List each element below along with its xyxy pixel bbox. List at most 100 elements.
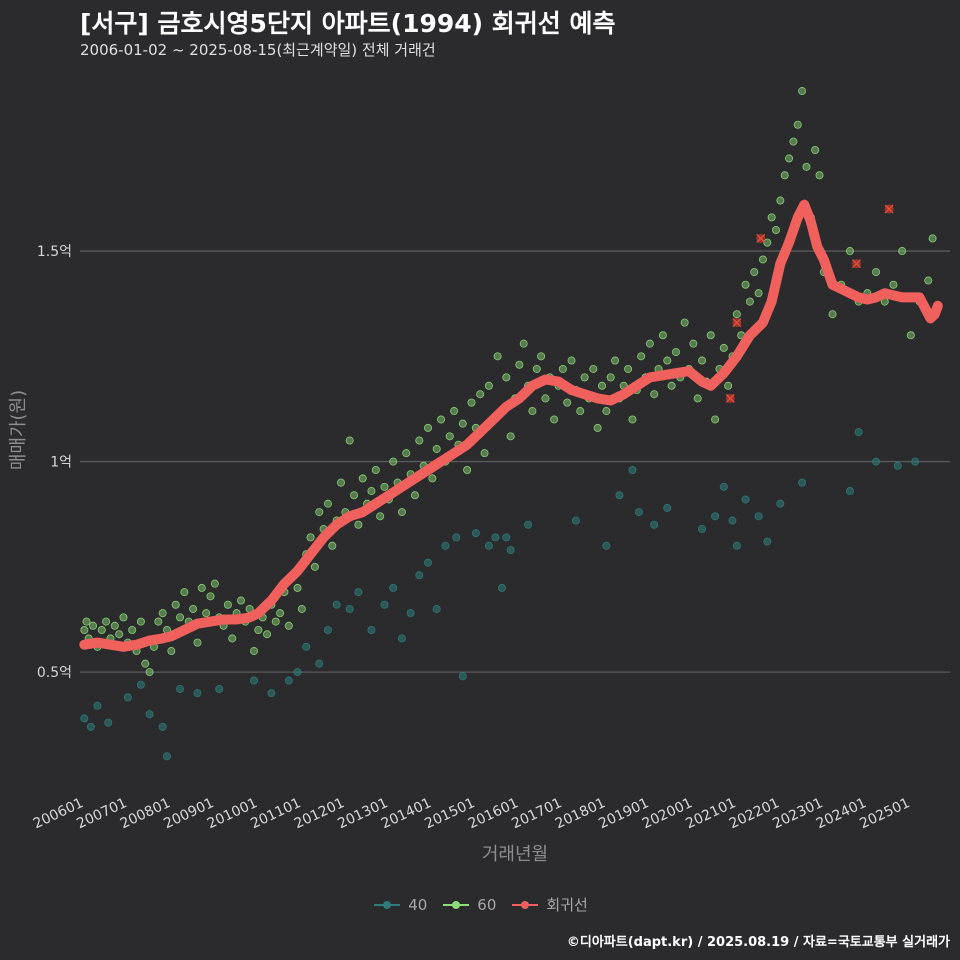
regression-line: [79, 199, 943, 652]
point-60: [811, 145, 820, 154]
point-60: [284, 621, 293, 630]
y-axis-title: 매매가(원): [8, 390, 29, 470]
point-60: [924, 276, 933, 285]
point-40: [754, 512, 763, 521]
point-60: [680, 318, 689, 327]
point-60: [711, 415, 720, 424]
point-60: [589, 364, 598, 373]
point-60: [611, 356, 620, 365]
point-40: [397, 634, 406, 643]
point-40: [491, 533, 500, 542]
point-40: [571, 516, 580, 525]
point-60: [310, 562, 319, 571]
point-60: [136, 617, 145, 626]
point-60: [532, 364, 541, 373]
point-40: [284, 676, 293, 685]
point-40: [104, 718, 113, 727]
point-60: [558, 364, 567, 373]
point-60: [110, 621, 119, 630]
point-60: [772, 225, 781, 234]
point-60: [889, 280, 898, 289]
point-60: [450, 407, 459, 416]
point-60: [402, 449, 411, 458]
series-60-points: [80, 87, 937, 677]
point-60: [345, 436, 354, 445]
point-60: [371, 465, 380, 474]
point-60: [97, 626, 106, 635]
legend-label-regression: 회귀선: [546, 896, 588, 914]
chart-subtitle: 2006-01-02 ~ 2025-08-15(최근계약일) 전체 거래건: [80, 41, 436, 59]
point-40: [158, 722, 167, 731]
point-40: [711, 512, 720, 521]
point-60: [519, 339, 528, 348]
highlight-cross: [756, 233, 766, 243]
point-60: [236, 596, 245, 605]
point-40: [497, 583, 506, 592]
chart-legend: 40 60 회귀선: [0, 894, 960, 915]
point-60: [484, 381, 493, 390]
point-40: [732, 541, 741, 550]
point-60: [193, 638, 202, 647]
point-40: [415, 571, 424, 580]
point-60: [758, 255, 767, 264]
point-40: [193, 689, 202, 698]
point-60: [741, 280, 750, 289]
point-60: [689, 339, 698, 348]
point-40: [854, 428, 863, 437]
point-60: [410, 491, 419, 500]
point-60: [763, 238, 772, 247]
point-60: [637, 352, 646, 361]
point-60: [541, 394, 550, 403]
point-40: [719, 482, 728, 491]
point-60: [463, 465, 472, 474]
highlight-cross: [732, 318, 742, 328]
point-40: [389, 583, 398, 592]
point-40: [615, 491, 624, 500]
point-60: [89, 621, 98, 630]
point-40: [634, 508, 643, 517]
regression-line-layer: [79, 199, 943, 652]
highlight-cross: [851, 259, 861, 269]
point-60: [367, 487, 376, 496]
series-40-points: [80, 428, 920, 761]
point-60: [158, 609, 167, 618]
chart-title: [서구] 금호시영5단지 아파트(1994) 회귀선 예측: [80, 9, 616, 38]
point-60: [336, 478, 345, 487]
point-60: [176, 613, 185, 622]
point-40: [471, 529, 480, 538]
point-60: [650, 390, 659, 399]
legend-item-regression[interactable]: 회귀선: [510, 894, 588, 915]
point-40: [484, 541, 493, 550]
point-60: [467, 398, 476, 407]
point-60: [141, 659, 150, 668]
point-60: [210, 579, 219, 588]
point-60: [206, 592, 215, 601]
point-60: [750, 268, 759, 277]
point-60: [789, 137, 798, 146]
point-60: [328, 541, 337, 550]
point-60: [271, 617, 280, 626]
point-40: [432, 604, 441, 613]
x-axis-title: 거래년월: [482, 844, 548, 865]
legend-item-60[interactable]: 60: [441, 894, 496, 915]
point-60: [493, 352, 502, 361]
point-60: [145, 668, 154, 677]
point-60: [515, 360, 524, 369]
point-40: [650, 520, 659, 529]
point-60: [528, 407, 537, 416]
point-60: [423, 423, 432, 432]
point-60: [502, 373, 511, 382]
point-60: [119, 613, 128, 622]
legend-item-40[interactable]: 40: [372, 894, 427, 915]
point-40: [524, 520, 533, 529]
point-40: [458, 672, 467, 681]
point-40: [872, 457, 881, 466]
legend-label-40: 40: [408, 895, 428, 914]
point-40: [86, 722, 95, 731]
point-60: [706, 331, 715, 340]
point-60: [798, 87, 807, 96]
point-40: [162, 752, 171, 761]
point-60: [719, 343, 728, 352]
point-60: [802, 162, 811, 171]
